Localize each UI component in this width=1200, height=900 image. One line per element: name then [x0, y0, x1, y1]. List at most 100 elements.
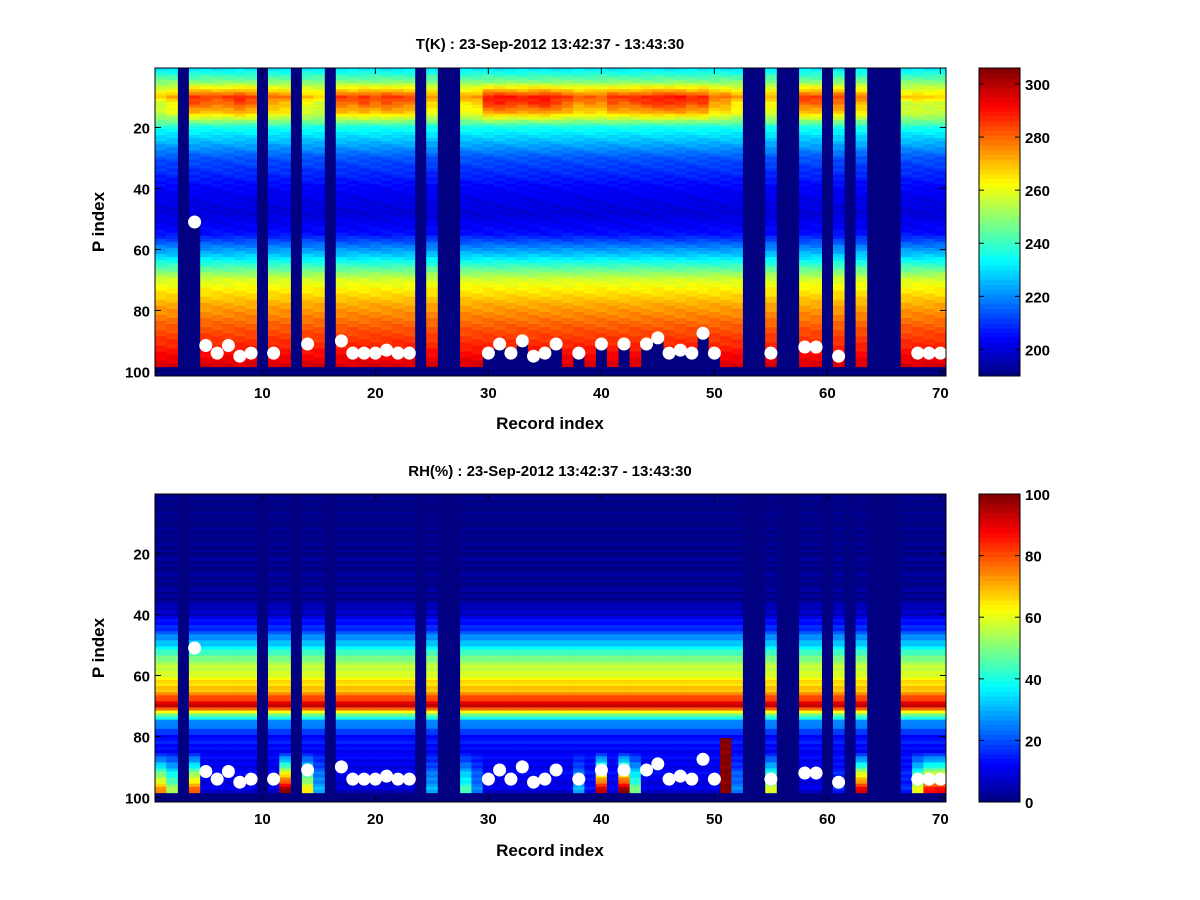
heatmap-cell [607, 86, 619, 90]
heatmap-cell [539, 247, 551, 252]
heatmap-cell [426, 132, 438, 136]
heatmap-cell [211, 211, 224, 215]
heatmap-cell [629, 254, 642, 258]
heatmap-cell [155, 74, 167, 78]
heatmap-cell [369, 107, 382, 111]
heatmap-cell [403, 281, 416, 285]
heatmap-cell [708, 110, 721, 115]
heatmap-cell [234, 71, 246, 75]
heatmap-cell [335, 299, 348, 304]
heatmap-cell [833, 138, 845, 142]
heatmap-cell [652, 132, 664, 136]
heatmap-cell [234, 244, 246, 249]
heatmap-cell [708, 217, 721, 221]
heatmap-cell [697, 305, 709, 310]
heatmap-cell [426, 98, 438, 102]
heatmap-cell [381, 177, 393, 182]
heatmap-cell [381, 232, 393, 237]
heatmap-cell [629, 162, 642, 166]
heatmap-cell [923, 156, 935, 160]
heatmap-cell [618, 208, 630, 212]
heatmap-cell [279, 247, 291, 252]
heatmap-cell [460, 241, 472, 246]
heatmap-cell [833, 168, 845, 172]
heatmap-cell [200, 104, 212, 108]
heatmap-cell [471, 217, 483, 221]
heatmap-cell [629, 220, 642, 224]
heatmap-cell [279, 360, 291, 365]
heatmap-cell [494, 107, 506, 111]
heatmap-cell [799, 305, 811, 310]
heatmap-cell [234, 250, 246, 255]
heatmap-cell [279, 275, 291, 279]
heatmap-cell [335, 241, 348, 246]
heatmap-cell [765, 141, 777, 145]
heatmap-cell [765, 330, 777, 334]
heatmap-cell [708, 290, 721, 294]
heatmap-cell [460, 119, 472, 124]
heatmap-cell [912, 89, 924, 93]
heatmap-cell [663, 305, 676, 310]
heatmap-cell [833, 302, 845, 307]
heatmap-cell [799, 238, 811, 243]
heatmap-cell [222, 354, 235, 358]
heatmap-cell [369, 177, 382, 182]
heatmap-cell [516, 92, 529, 96]
heatmap-cell [799, 92, 811, 96]
heatmap-cell [799, 110, 811, 115]
heatmap-cell [347, 275, 359, 279]
heatmap-cell [369, 174, 382, 179]
heatmap-cell [833, 208, 845, 212]
heatmap-cell [426, 104, 438, 108]
heatmap-cell [708, 186, 721, 191]
heatmap-cell [369, 77, 382, 81]
heatmap-cell [810, 147, 822, 151]
heatmap-cell [900, 229, 913, 233]
heatmap-cell [561, 110, 574, 115]
heatmap-cell [855, 275, 868, 279]
heatmap-cell [505, 71, 517, 75]
heatmap-cell [810, 183, 822, 188]
heatmap-cell [561, 165, 574, 169]
heatmap-cell [731, 83, 743, 87]
heatmap-cell [335, 296, 348, 301]
heatmap-cell [640, 235, 653, 240]
heatmap-cell [166, 177, 178, 182]
heatmap-cell [640, 241, 653, 246]
heatmap-cell [301, 272, 314, 276]
heatmap-cell [358, 244, 370, 249]
heatmap-cell [629, 287, 642, 291]
heatmap-cell [516, 308, 529, 313]
heatmap-cell [516, 247, 529, 252]
heatmap-cell [607, 269, 619, 273]
heatmap-cell [855, 223, 868, 227]
heatmap-cell [460, 168, 472, 172]
heatmap-cell [584, 71, 596, 75]
heatmap-cell [155, 89, 167, 93]
heatmap-cell [720, 247, 732, 252]
heatmap-cell [301, 217, 314, 221]
heatmap-cell [618, 238, 630, 243]
heatmap-cell [561, 113, 574, 118]
heatmap-cell [686, 333, 698, 337]
heatmap-cell [155, 260, 167, 264]
heatmap-cell [731, 342, 743, 346]
heatmap-cell [268, 68, 280, 72]
heatmap-cell [799, 86, 811, 90]
heatmap-cell [855, 101, 868, 105]
heatmap-cell [505, 321, 517, 325]
heatmap-cell [369, 162, 382, 166]
heatmap-cell [686, 238, 698, 243]
heatmap-cell [640, 217, 653, 221]
heatmap-cell [652, 183, 664, 188]
heatmap-cell [607, 275, 619, 279]
heatmap-cell [516, 321, 529, 325]
heatmap-cell [561, 95, 574, 99]
heatmap-cell [358, 302, 370, 307]
heatmap-cell [561, 305, 574, 310]
heatmap-cell [900, 311, 913, 316]
heatmap-cell [155, 122, 167, 127]
heatmap-cell [392, 205, 404, 209]
heatmap-cell [369, 86, 382, 90]
heatmap-cell [629, 144, 642, 148]
